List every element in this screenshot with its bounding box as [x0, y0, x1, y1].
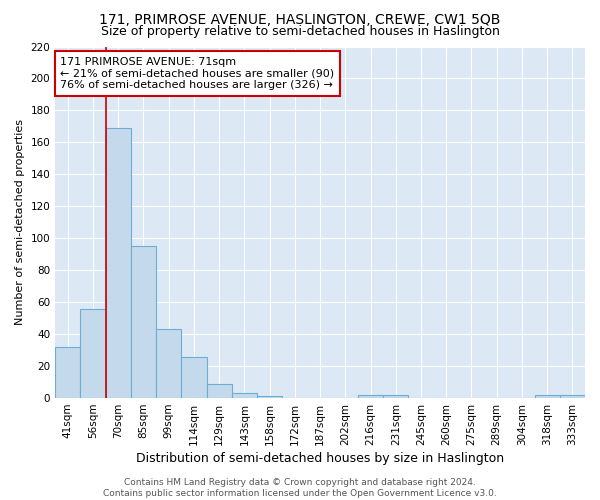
Bar — [232, 394, 257, 398]
Bar — [383, 395, 409, 398]
Bar — [358, 395, 383, 398]
Bar — [181, 356, 206, 398]
Bar — [80, 308, 106, 398]
Bar — [206, 384, 232, 398]
Bar — [257, 396, 282, 398]
Bar — [55, 347, 80, 398]
Bar — [106, 128, 131, 398]
Bar — [131, 246, 156, 398]
Text: 171 PRIMROSE AVENUE: 71sqm
← 21% of semi-detached houses are smaller (90)
76% of: 171 PRIMROSE AVENUE: 71sqm ← 21% of semi… — [61, 57, 335, 90]
Y-axis label: Number of semi-detached properties: Number of semi-detached properties — [15, 120, 25, 326]
Text: 171, PRIMROSE AVENUE, HASLINGTON, CREWE, CW1 5QB: 171, PRIMROSE AVENUE, HASLINGTON, CREWE,… — [100, 12, 500, 26]
Text: Size of property relative to semi-detached houses in Haslington: Size of property relative to semi-detach… — [101, 25, 499, 38]
X-axis label: Distribution of semi-detached houses by size in Haslington: Distribution of semi-detached houses by … — [136, 452, 504, 465]
Text: Contains HM Land Registry data © Crown copyright and database right 2024.
Contai: Contains HM Land Registry data © Crown c… — [103, 478, 497, 498]
Bar — [156, 330, 181, 398]
Bar — [560, 395, 585, 398]
Bar — [535, 395, 560, 398]
